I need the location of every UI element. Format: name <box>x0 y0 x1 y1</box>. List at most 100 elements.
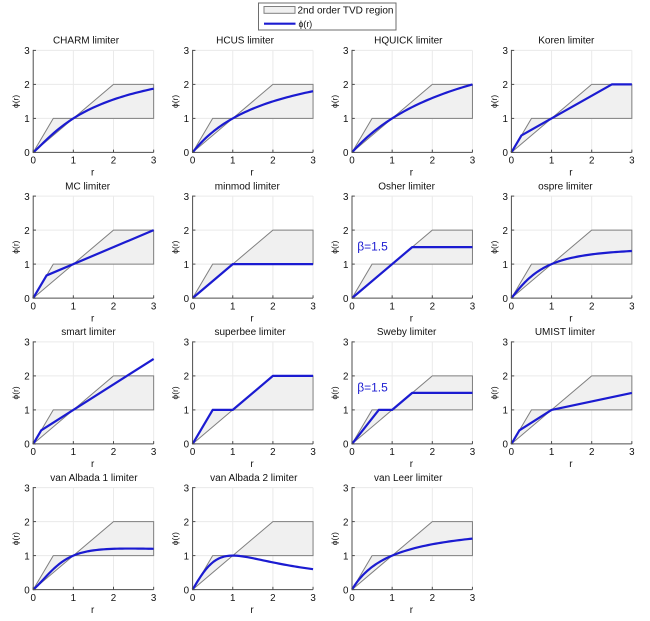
svg-text:0: 0 <box>502 294 508 305</box>
svg-text:ϕ(r): ϕ(r) <box>329 532 339 545</box>
svg-text:superbee limiter: superbee limiter <box>214 327 286 338</box>
svg-text:3: 3 <box>629 156 635 167</box>
svg-text:3: 3 <box>502 192 508 203</box>
svg-text:1: 1 <box>502 260 507 271</box>
svg-text:3: 3 <box>184 483 190 494</box>
svg-text:3: 3 <box>24 483 30 494</box>
svg-text:0: 0 <box>24 440 30 451</box>
svg-text:2: 2 <box>24 80 29 91</box>
svg-text:0: 0 <box>343 294 349 305</box>
svg-text:1: 1 <box>230 301 235 312</box>
svg-text:ϕ(r): ϕ(r) <box>329 95 339 108</box>
svg-text:1: 1 <box>24 551 29 562</box>
svg-text:2: 2 <box>430 447 435 458</box>
svg-text:ϕ(r): ϕ(r) <box>299 19 313 29</box>
svg-text:ϕ(r): ϕ(r) <box>489 386 499 399</box>
svg-text:ϕ(r): ϕ(r) <box>329 386 339 399</box>
svg-text:1: 1 <box>24 114 29 125</box>
svg-text:3: 3 <box>184 46 190 57</box>
svg-text:0: 0 <box>24 585 30 596</box>
svg-text:1: 1 <box>389 301 394 312</box>
svg-text:0: 0 <box>349 301 355 312</box>
svg-text:r: r <box>569 168 573 179</box>
svg-text:r: r <box>410 605 414 616</box>
svg-text:3: 3 <box>470 593 476 604</box>
svg-text:Koren limiter: Koren limiter <box>538 36 595 47</box>
svg-text:2nd order TVD region: 2nd order TVD region <box>298 5 394 16</box>
svg-text:2: 2 <box>589 301 594 312</box>
svg-text:0: 0 <box>502 440 508 451</box>
svg-text:1: 1 <box>71 447 76 458</box>
svg-text:UMIST limiter: UMIST limiter <box>535 327 596 338</box>
svg-text:1: 1 <box>184 551 189 562</box>
svg-text:0: 0 <box>30 593 36 604</box>
svg-text:2: 2 <box>502 80 507 91</box>
svg-text:3: 3 <box>629 301 635 312</box>
svg-text:2: 2 <box>430 593 435 604</box>
svg-text:minmod limiter: minmod limiter <box>215 181 281 192</box>
svg-text:3: 3 <box>629 447 635 458</box>
svg-text:ϕ(r): ϕ(r) <box>170 386 180 399</box>
svg-text:2: 2 <box>270 301 275 312</box>
svg-text:3: 3 <box>184 338 190 349</box>
svg-text:β=1.5: β=1.5 <box>357 380 388 394</box>
svg-text:3: 3 <box>184 192 190 203</box>
svg-text:3: 3 <box>151 447 157 458</box>
svg-text:2: 2 <box>430 301 435 312</box>
svg-text:CHARM limiter: CHARM limiter <box>53 36 120 47</box>
svg-text:ϕ(r): ϕ(r) <box>11 240 21 253</box>
svg-text:Osher limiter: Osher limiter <box>378 181 435 192</box>
svg-text:r: r <box>410 168 414 179</box>
svg-text:ϕ(r): ϕ(r) <box>11 532 21 545</box>
svg-text:HQUICK limiter: HQUICK limiter <box>374 36 443 47</box>
svg-text:3: 3 <box>151 593 157 604</box>
svg-text:0: 0 <box>509 156 515 167</box>
svg-text:2: 2 <box>184 372 189 383</box>
svg-text:HCUS limiter: HCUS limiter <box>216 36 274 47</box>
svg-text:ϕ(r): ϕ(r) <box>489 240 499 253</box>
svg-text:2: 2 <box>111 301 116 312</box>
svg-text:r: r <box>250 313 254 324</box>
svg-text:2: 2 <box>589 156 594 167</box>
svg-text:0: 0 <box>184 585 190 596</box>
svg-text:1: 1 <box>343 406 348 417</box>
svg-text:ϕ(r): ϕ(r) <box>489 95 499 108</box>
svg-text:1: 1 <box>230 593 235 604</box>
svg-text:0: 0 <box>343 440 349 451</box>
svg-text:0: 0 <box>30 301 36 312</box>
svg-text:0: 0 <box>24 148 30 159</box>
svg-text:0: 0 <box>349 447 355 458</box>
svg-text:1: 1 <box>389 447 394 458</box>
svg-text:1: 1 <box>549 301 554 312</box>
svg-text:r: r <box>91 313 95 324</box>
svg-text:1: 1 <box>184 114 189 125</box>
svg-text:2: 2 <box>270 447 275 458</box>
svg-text:2: 2 <box>111 156 116 167</box>
svg-text:1: 1 <box>71 301 76 312</box>
svg-text:1: 1 <box>184 406 189 417</box>
svg-text:2: 2 <box>24 517 29 528</box>
svg-text:1: 1 <box>24 260 29 271</box>
svg-text:1: 1 <box>502 406 507 417</box>
svg-text:Sweby limiter: Sweby limiter <box>377 327 437 338</box>
svg-text:2: 2 <box>589 447 594 458</box>
svg-text:2: 2 <box>24 372 29 383</box>
svg-text:2: 2 <box>343 517 348 528</box>
svg-text:0: 0 <box>509 447 515 458</box>
svg-text:van Albada 1 limiter: van Albada 1 limiter <box>50 473 138 484</box>
svg-text:r: r <box>250 459 254 470</box>
svg-text:0: 0 <box>509 301 515 312</box>
svg-text:2: 2 <box>111 593 116 604</box>
svg-text:1: 1 <box>71 593 76 604</box>
svg-text:2: 2 <box>430 156 435 167</box>
svg-text:3: 3 <box>470 447 476 458</box>
svg-text:ϕ(r): ϕ(r) <box>329 240 339 253</box>
svg-text:3: 3 <box>310 301 316 312</box>
svg-text:MC limiter: MC limiter <box>65 181 111 192</box>
svg-text:3: 3 <box>470 301 476 312</box>
svg-text:van Leer limiter: van Leer limiter <box>374 473 443 484</box>
svg-text:van Albada 2 limiter: van Albada 2 limiter <box>210 473 298 484</box>
svg-text:1: 1 <box>230 156 235 167</box>
svg-text:3: 3 <box>343 483 349 494</box>
svg-text:1: 1 <box>230 447 235 458</box>
